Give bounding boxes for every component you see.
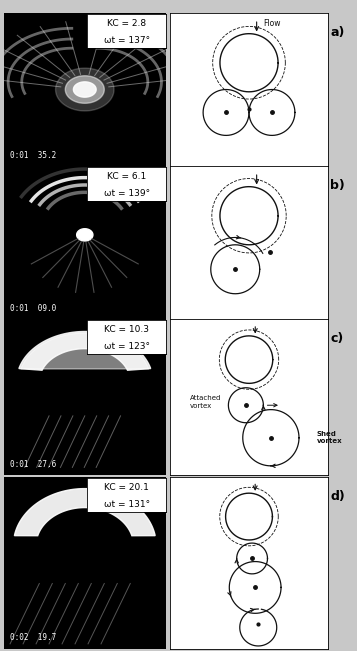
Polygon shape xyxy=(21,333,149,369)
Text: Flow: Flow xyxy=(263,19,280,28)
Text: d): d) xyxy=(330,490,345,503)
Polygon shape xyxy=(65,76,104,104)
Text: KC = 20.1: KC = 20.1 xyxy=(104,483,149,492)
Text: KC = 6.1: KC = 6.1 xyxy=(107,173,146,181)
Text: Shed
vortex: Shed vortex xyxy=(317,431,342,445)
Text: 0:01  09.0: 0:01 09.0 xyxy=(10,304,56,313)
Polygon shape xyxy=(77,229,93,241)
Text: ωt = 123°: ωt = 123° xyxy=(104,342,150,351)
Polygon shape xyxy=(19,331,151,370)
Text: KC = 10.3: KC = 10.3 xyxy=(104,326,149,334)
Text: c): c) xyxy=(330,332,343,345)
Polygon shape xyxy=(14,489,155,536)
Text: ωt = 137°: ωt = 137° xyxy=(104,36,150,45)
Text: ωt = 131°: ωt = 131° xyxy=(104,500,150,508)
Text: KC = 2.8: KC = 2.8 xyxy=(107,20,146,28)
Text: 0:01  27.6: 0:01 27.6 xyxy=(10,460,56,469)
Text: 0:02  19.7: 0:02 19.7 xyxy=(10,633,56,642)
Text: 0:01  35.2: 0:01 35.2 xyxy=(10,151,56,160)
Polygon shape xyxy=(56,68,114,111)
Text: a): a) xyxy=(330,26,345,39)
Text: ωt = 139°: ωt = 139° xyxy=(104,189,150,198)
Polygon shape xyxy=(74,82,96,97)
Text: b): b) xyxy=(330,179,345,192)
Text: Attached
vortex: Attached vortex xyxy=(190,395,221,409)
